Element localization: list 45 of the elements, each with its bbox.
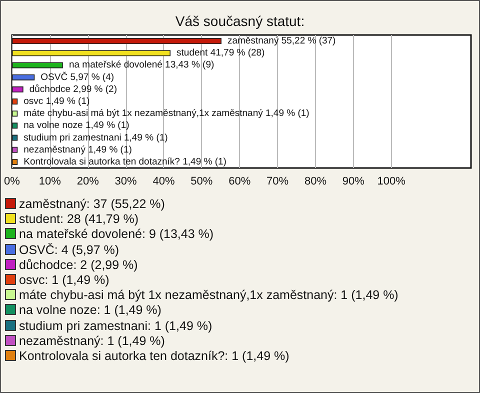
x-tick-label: 20% xyxy=(76,176,100,188)
data-label: nezaměstnaný 1,49 % (1) xyxy=(24,144,132,156)
bar xyxy=(12,146,18,153)
bar xyxy=(12,158,18,165)
data-label: zaměstnaný 55,22 % (37) xyxy=(227,36,336,47)
x-tick-label: 90% xyxy=(342,176,365,188)
text: na volne noze: 1 (1,49 %) xyxy=(18,303,162,318)
bar xyxy=(12,122,18,129)
data-label: student 41,79 % (28) xyxy=(176,48,265,59)
bar xyxy=(12,134,18,141)
text: na mateřské dovolené: 9 (13,43 %) xyxy=(18,227,215,243)
data-label: důchodce 2,99 % (2) xyxy=(29,84,118,95)
x-tick-label: 50% xyxy=(190,176,213,188)
x-tick-label: 0% xyxy=(4,176,20,188)
x-tick-label: 10% xyxy=(38,176,62,188)
text: Kontrolovala si autorka ten dotazník?: 1 (1,49 %) xyxy=(18,348,290,364)
bar xyxy=(12,62,63,68)
data-label: osvc 1,49 % (1) xyxy=(24,96,90,107)
text: důchodce: 2 (2,99 %) xyxy=(18,258,139,273)
text: máte chybu-asi má být 1x nezaměstnaný,1x zaměstnaný: 1 (1,49 %) xyxy=(18,288,398,304)
data-label: OSVČ 5,97 % (4) xyxy=(40,70,114,83)
bar xyxy=(12,110,18,117)
x-tick-label: 70% xyxy=(266,176,289,188)
x-tick-label: 100% xyxy=(377,176,406,188)
text: studium pri zamestnani: 1 (1,49 %) xyxy=(18,318,214,334)
text: student: 28 (41,79 %) xyxy=(18,212,140,228)
bar xyxy=(12,74,35,80)
x-tick-label: 80% xyxy=(304,176,327,188)
data-label: Kontrolovala si autorka ten dotazník? 1,49 % (1) xyxy=(24,156,226,168)
x-tick-label: 40% xyxy=(152,176,175,188)
data-label: máte chybu-asi má být 1x nezaměstnaný,1x zaměstnaný 1,49 % (1) xyxy=(24,108,310,120)
data-label: studium pri zamestnani 1,49 % (1) xyxy=(24,132,168,144)
bar xyxy=(12,50,171,56)
x-tick-label: 30% xyxy=(114,176,138,188)
text: zaměstnaný: 37 (55,22 %) xyxy=(18,197,166,212)
bar xyxy=(12,86,24,92)
text: nezaměstnaný: 1 (1,49 %) xyxy=(18,334,166,349)
bar xyxy=(12,98,18,104)
bar xyxy=(12,38,222,44)
text: osvc: 1 (1,49 %) xyxy=(18,272,110,288)
text: OSVČ: 4 (5,97 %) xyxy=(18,242,120,258)
chart-title: Váš současný statut: xyxy=(175,13,305,29)
x-tick-label: 60% xyxy=(228,176,251,188)
data-label: na volne noze 1,49 % (1) xyxy=(24,120,130,132)
data-label: na mateřské dovolené 13,43 % (9) xyxy=(68,60,214,71)
